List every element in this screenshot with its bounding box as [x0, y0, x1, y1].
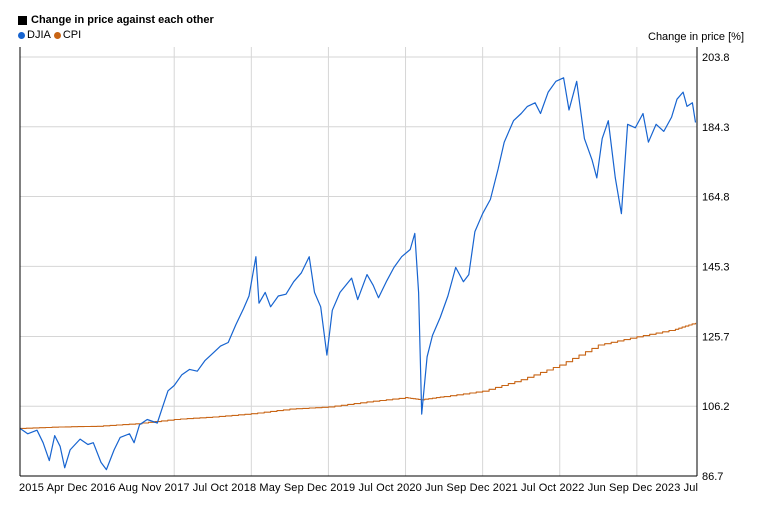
title-square-icon: [18, 15, 27, 25]
chart-title-row: Change in price against each other: [18, 13, 214, 27]
y-tick-label: 106.2: [702, 401, 730, 413]
y-tick-labels: 86.7 106.2 125.7 145.3 164.8 184.3 203.8: [702, 52, 730, 483]
y-tick-label: 184.3: [702, 122, 730, 134]
legend-item-cpi[interactable]: CPI: [53, 29, 82, 41]
y-tick-label: 86.7: [702, 471, 723, 483]
y-tick-label: 125.7: [702, 331, 730, 343]
legend-item-djia[interactable]: DJIA: [18, 29, 51, 41]
legend-dot-icon: [18, 31, 25, 39]
x-tick-labels-row: 2015 Apr Dec 2016 Aug Nov 2017 Jul Oct 2…: [19, 482, 698, 494]
plot-frame: [19, 47, 698, 477]
y-tick-label: 145.3: [702, 261, 730, 273]
legend-dot-icon: [53, 31, 61, 39]
y-tick-label: 164.8: [702, 192, 730, 204]
legend-label-djia: DJIA: [27, 29, 51, 41]
chart-legend: DJIA CPI: [18, 29, 84, 41]
series-layer: [19, 77, 697, 471]
series-line-djia: [19, 77, 697, 471]
y-axis-label: Change in price [%]: [648, 31, 744, 43]
series-line-cpi: [20, 322, 697, 429]
legend-label-cpi: CPI: [62, 29, 82, 41]
chart-title: Change in price against each other: [31, 14, 214, 26]
grid-lines: [20, 47, 697, 477]
x-tick-labels: 2015 Apr Dec 2016 Aug Nov 2017 Jul Oct 2…: [19, 482, 698, 494]
y-tick-label: 203.8: [702, 52, 730, 64]
